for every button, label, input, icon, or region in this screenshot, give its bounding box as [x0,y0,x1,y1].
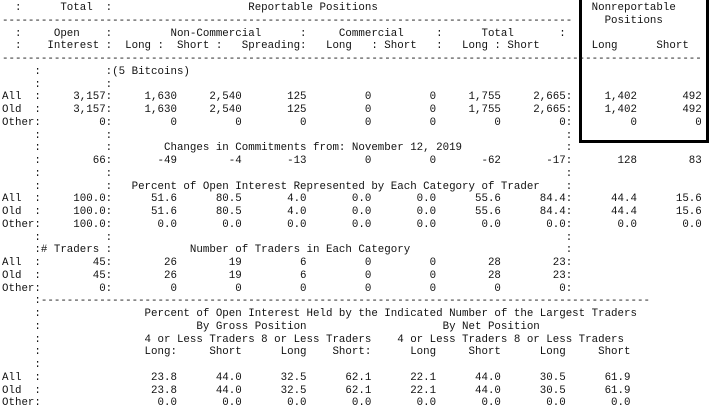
report-line: All : 100.0: 51.6 80.5 4.0 0.0 0.0 55.6 … [2,193,702,206]
report-line: All : 3,157: 1,630 2,540 125 0 0 1,755 2… [2,91,702,104]
report-line: : Total : Reportable Positions Nonreport… [2,2,676,14]
report-line: : Interest : Long : Short : Spreading: L… [2,40,689,53]
report-line: : 4 or Less Traders 8 or Less Traders 4 … [2,333,625,346]
report-line: :# Traders : Number of Traders in Each C… [2,244,573,257]
report-line: Other: 0: 0 0 0 0 0 0 0: 0 0 [2,116,702,129]
report-line: : [2,359,41,371]
report-line: All : 23.8 44.0 32.5 62.1 22.1 44.0 30.5… [2,371,631,384]
report-line: : :(5 Bitcoins) [2,65,190,78]
report-line: Old : 23.8 44.0 32.5 62.1 22.1 44.0 30.5… [2,384,631,397]
report-line: Other: 0.0 0.0 0.0 0.0 0.0 0.0 0.0 0.0 [2,397,631,410]
report-line: : : : [2,231,573,244]
report-line: : : Changes in Commitments from: Novembe… [2,142,573,155]
report-line: All : 45: 26 19 6 0 0 28 23: [2,257,573,269]
report-line: Other: 100.0: 0.0 0.0 0.0 0.0 0.0 0.0 0.… [2,218,702,231]
report-line: : : Percent of Open Interest Represented… [2,180,573,193]
report-line: : Long: Short Long Short: Long Short Lon… [2,346,631,359]
report-line: : By Gross Position By Net Position [2,320,540,333]
report-line: : : : [2,167,573,180]
report-line: : 66: -49 -4 -13 0 0 -62 -17: 128 83 [2,155,702,167]
report-line: Old : 45: 26 19 6 0 0 28 23: [2,269,573,282]
report-line: : : : [2,129,573,142]
report-line: ----------------------------------------… [2,53,702,65]
report-line: :---------------------------------------… [2,295,650,308]
report-line: Old : 3,157: 1,630 2,540 125 0 0 1,755 2… [2,104,702,116]
nonreportable-box [579,0,709,143]
report-line: Old : 100.0: 51.6 80.5 4.0 0.0 0.0 55.6 … [2,206,702,218]
report-line: : Percent of Open Interest Held by the I… [2,308,637,320]
report-line: : Open : Non-Commercial : Commercial : T… [2,27,566,40]
report-line: Other: 0: 0 0 0 0 0 0 0: [2,282,573,295]
report-line: ----------------------------------------… [2,14,663,27]
report-line: : : [2,78,113,91]
